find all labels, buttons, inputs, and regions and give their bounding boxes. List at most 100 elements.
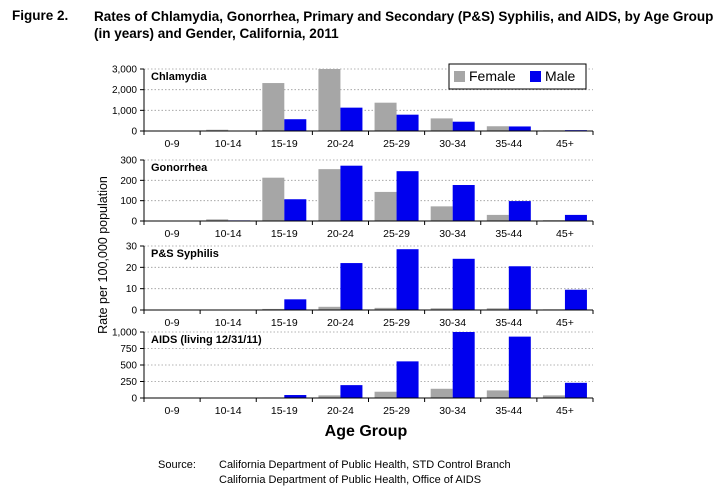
- bar-female-35-44: [486, 390, 509, 398]
- bar-female-35-44: [486, 126, 509, 131]
- bar-male-20-24: [340, 263, 363, 310]
- panel-title: Gonorrhea: [151, 162, 208, 174]
- y-tick-label: 1,000: [112, 328, 137, 339]
- bar-male-45+: [564, 382, 587, 398]
- bar-male-15-19: [284, 119, 307, 131]
- bar-female-25-29: [374, 102, 397, 131]
- bar-female-30-34: [430, 206, 453, 221]
- y-axis-label: Rate per 100,000 population: [96, 176, 110, 334]
- bar-male-35-44: [508, 266, 531, 310]
- x-tick-label: 15-19: [271, 405, 298, 417]
- source-line-2: California Department of Public Health, …: [219, 474, 482, 486]
- bar-female-35-44: [486, 308, 509, 310]
- x-tick-label: 0-9: [164, 405, 179, 417]
- panel-title: P&S Syphilis: [151, 248, 219, 260]
- panel-3: 0 250 500 750 1,000 0-9 10-14 15-19 20-24 25-29 30…: [112, 328, 594, 417]
- bar-female-10-14: [206, 219, 229, 221]
- x-tick-label: 30-34: [439, 138, 466, 150]
- panel-title: AIDS (living 12/31/11): [151, 334, 262, 346]
- y-tick-label: 200: [120, 176, 137, 187]
- y-tick-label: 30: [126, 242, 138, 253]
- y-tick-label: 100: [120, 196, 137, 207]
- y-tick-label: 0: [131, 217, 137, 228]
- y-tick-label: 0: [131, 127, 137, 138]
- x-tick-label: 35-44: [495, 228, 522, 240]
- x-tick-label: 45+: [556, 317, 574, 329]
- x-tick-label: 30-34: [439, 405, 466, 417]
- y-tick-label: 300: [120, 156, 137, 167]
- panel-1: 0 100 200 300 0-9 10-14 15-19 20-24 25-29 30-34 35…: [120, 156, 594, 240]
- bar-male-20-24: [340, 165, 363, 221]
- x-tick-label: 20-24: [327, 317, 354, 329]
- bar-female-10-14: [206, 129, 229, 131]
- bar-female-30-34: [430, 308, 453, 310]
- x-tick-label: 35-44: [495, 317, 522, 329]
- x-tick-label: 45+: [556, 405, 574, 417]
- figure-title: Rates of Chlamydia, Gonorrhea, Primary a…: [94, 9, 714, 41]
- x-tick-label: 10-14: [215, 317, 242, 329]
- y-tick-label: 750: [120, 344, 137, 355]
- x-tick-label: 0-9: [164, 317, 179, 329]
- bar-male-35-44: [508, 336, 531, 398]
- x-tick-label: 15-19: [271, 317, 298, 329]
- x-tick-label: 45+: [556, 138, 574, 150]
- x-tick-label: 10-14: [215, 405, 242, 417]
- bar-male-30-34: [452, 332, 475, 398]
- bar-male-15-19: [284, 199, 307, 221]
- legend-male-swatch: [530, 71, 541, 82]
- y-tick-label: 0: [131, 394, 137, 405]
- legend-female-swatch: [454, 71, 465, 82]
- panel-title: Chlamydia: [151, 71, 208, 83]
- bar-male-15-19: [284, 395, 307, 398]
- y-tick-label: 0: [131, 306, 137, 317]
- x-tick-label: 0-9: [164, 138, 179, 150]
- y-tick-label: 2,000: [112, 85, 137, 96]
- bar-male-25-29: [396, 249, 419, 310]
- x-tick-label: 10-14: [215, 138, 242, 150]
- bar-female-25-29: [374, 391, 397, 398]
- x-tick-label: 30-34: [439, 317, 466, 329]
- x-tick-label: 20-24: [327, 138, 354, 150]
- bar-female-20-24: [318, 69, 341, 131]
- x-axis-label: Age Group: [325, 423, 408, 440]
- bar-male-15-19: [284, 299, 307, 310]
- bar-female-45+: [542, 395, 565, 398]
- y-tick-label: 10: [126, 284, 138, 295]
- y-tick-label: 1,000: [112, 106, 137, 117]
- y-tick-label: 250: [120, 377, 137, 388]
- bar-male-45+: [564, 289, 587, 310]
- x-tick-label: 15-19: [271, 138, 298, 150]
- bar-female-15-19: [262, 308, 285, 310]
- bar-male-25-29: [396, 114, 419, 131]
- bar-female-25-29: [374, 191, 397, 221]
- chart-panels: 0 1,000 2,000 3,000 0-9 10-14 15-19 20-24 25-29 3…: [112, 65, 594, 417]
- x-tick-label: 25-29: [383, 405, 410, 417]
- bar-male-30-34: [452, 185, 475, 221]
- bar-female-30-34: [430, 118, 453, 131]
- bar-male-25-29: [396, 171, 419, 221]
- y-tick-label: 20: [126, 263, 138, 274]
- y-tick-label: 500: [120, 361, 137, 372]
- bar-male-35-44: [508, 201, 531, 221]
- x-tick-label: 30-34: [439, 228, 466, 240]
- x-tick-label: 25-29: [383, 317, 410, 329]
- x-tick-label: 0-9: [164, 228, 179, 240]
- panel-0: 0 1,000 2,000 3,000 0-9 10-14 15-19 20-24 25-29 3…: [112, 65, 594, 150]
- legend-male-label: Male: [545, 68, 576, 84]
- bar-male-20-24: [340, 385, 363, 398]
- bar-female-20-24: [318, 395, 341, 398]
- legend-box: [448, 63, 587, 90]
- bar-female-30-34: [430, 388, 453, 398]
- x-tick-label: 10-14: [215, 228, 242, 240]
- bar-female-35-44: [486, 214, 509, 221]
- figure-label: Figure 2.: [12, 8, 69, 23]
- bar-male-35-44: [508, 126, 531, 131]
- bar-female-15-19: [262, 83, 285, 131]
- bar-male-25-29: [396, 361, 419, 398]
- bar-female-20-24: [318, 169, 341, 221]
- x-tick-label: 35-44: [495, 138, 522, 150]
- bar-male-20-24: [340, 107, 363, 131]
- x-tick-label: 35-44: [495, 405, 522, 417]
- source-line-1: California Department of Public Health, …: [219, 459, 511, 471]
